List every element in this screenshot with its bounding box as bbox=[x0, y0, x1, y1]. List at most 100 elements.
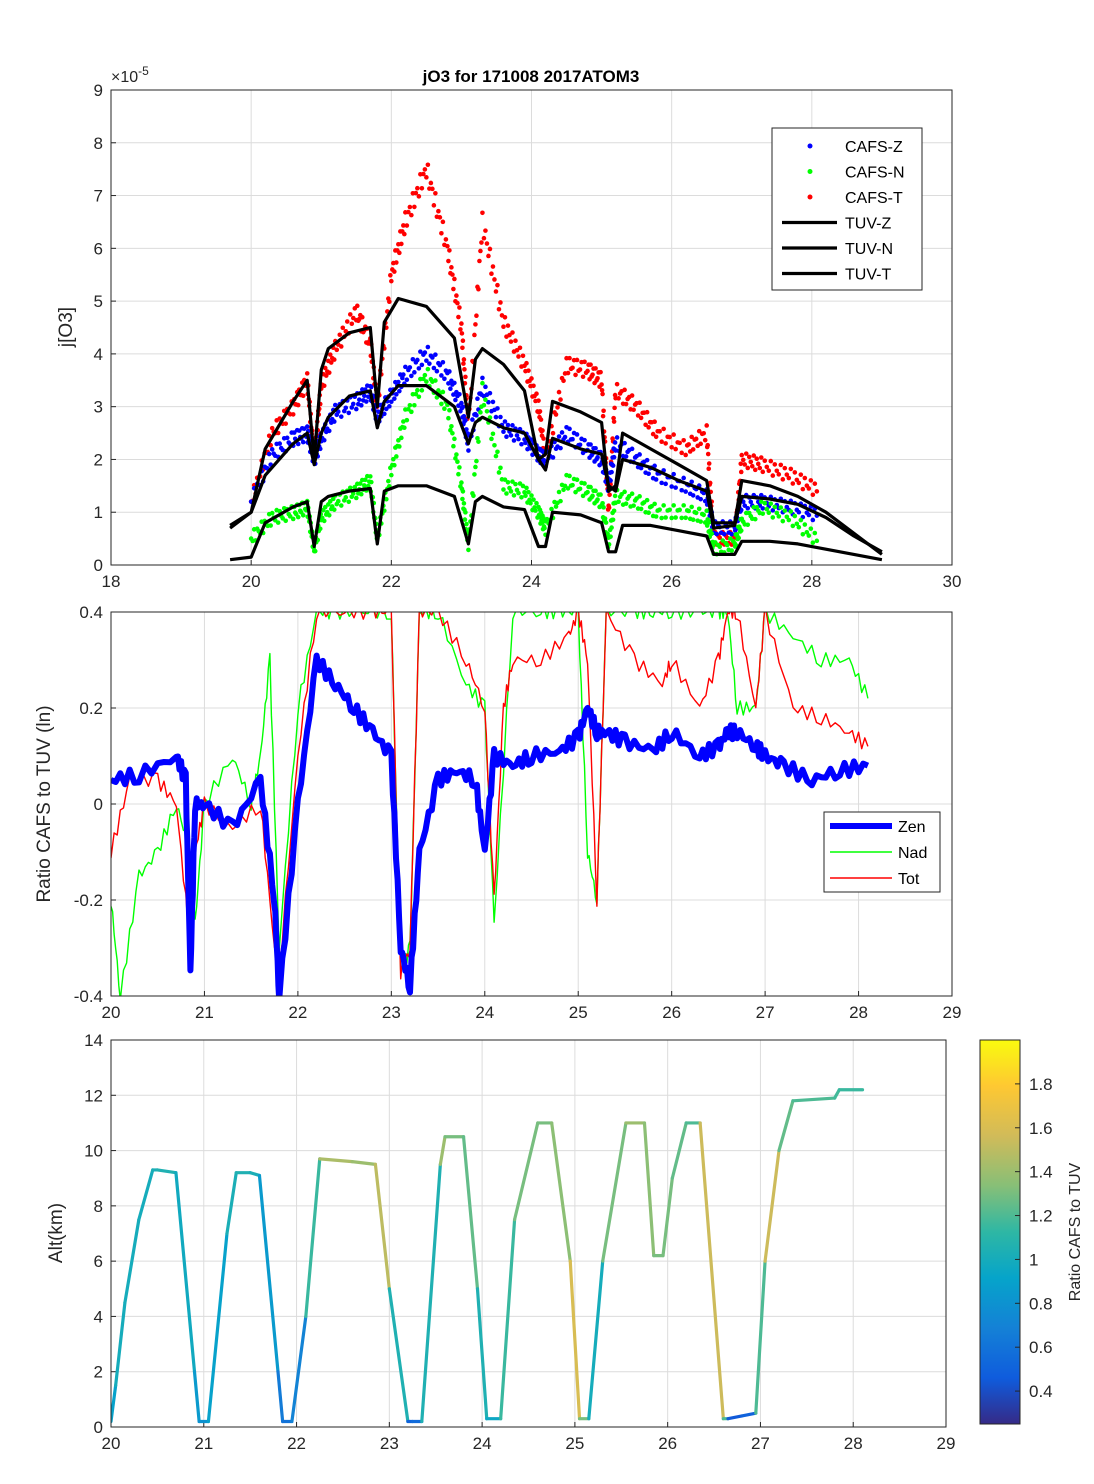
data-point-cafs-n bbox=[419, 388, 425, 393]
data-point-cafs-n bbox=[447, 407, 452, 413]
x-tick-label: 20 bbox=[102, 1434, 121, 1453]
data-point-cafs-t bbox=[681, 438, 686, 443]
data-point-cafs-n bbox=[452, 436, 457, 442]
data-point-cafs-z bbox=[475, 396, 480, 402]
altitude-segment bbox=[642, 1121, 656, 1258]
data-point-cafs-n bbox=[454, 452, 459, 457]
data-point-cafs-t bbox=[498, 300, 503, 305]
data-point-cafs-n bbox=[762, 500, 768, 506]
data-point-cafs-z bbox=[425, 344, 431, 350]
data-point-cafs-t bbox=[529, 376, 534, 381]
data-point-cafs-t bbox=[612, 405, 617, 411]
data-point-cafs-z bbox=[480, 375, 485, 381]
data-point-cafs-t bbox=[430, 186, 435, 192]
data-point-cafs-n bbox=[317, 526, 323, 532]
data-point-cafs-n bbox=[464, 521, 469, 527]
data-point-cafs-n bbox=[669, 515, 674, 521]
data-point-cafs-t bbox=[565, 370, 571, 376]
data-point-cafs-n bbox=[384, 496, 389, 502]
data-point-cafs-n bbox=[511, 493, 517, 498]
y-tick-label: 3 bbox=[94, 398, 103, 417]
data-point-cafs-z bbox=[516, 436, 521, 442]
legend-label: CAFS-Z bbox=[845, 139, 903, 156]
data-point-cafs-z bbox=[269, 447, 275, 452]
data-point-cafs-t bbox=[574, 357, 580, 363]
data-point-cafs-z bbox=[742, 503, 748, 508]
data-point-cafs-t bbox=[459, 331, 465, 336]
data-point-cafs-t bbox=[600, 413, 606, 419]
data-point-cafs-n bbox=[553, 504, 559, 509]
data-point-cafs-n bbox=[501, 487, 506, 492]
data-point-cafs-t bbox=[439, 231, 444, 236]
data-point-cafs-t bbox=[462, 367, 467, 372]
data-point-cafs-n bbox=[693, 510, 699, 516]
x-tick-label: 24 bbox=[475, 1003, 494, 1022]
x-tick-label: 24 bbox=[473, 1434, 492, 1453]
data-point-cafs-t bbox=[526, 368, 531, 373]
data-point-cafs-n bbox=[399, 435, 404, 441]
altitude-segment bbox=[373, 1162, 391, 1291]
data-point-cafs-n bbox=[459, 480, 464, 485]
data-point-cafs-t bbox=[300, 393, 306, 399]
data-point-cafs-n bbox=[608, 534, 613, 539]
colorbar-tick-label: 0.4 bbox=[1029, 1382, 1053, 1401]
data-point-cafs-n bbox=[402, 425, 407, 431]
altitude-segment bbox=[174, 1171, 197, 1374]
data-point-cafs-z bbox=[608, 478, 613, 483]
data-point-cafs-t bbox=[269, 425, 275, 431]
data-point-cafs-t bbox=[812, 481, 818, 486]
data-point-cafs-n bbox=[489, 436, 494, 442]
data-point-cafs-t bbox=[558, 397, 563, 402]
altitude-segment bbox=[318, 1157, 354, 1164]
data-point-cafs-n bbox=[368, 474, 373, 479]
data-point-cafs-n bbox=[794, 521, 800, 527]
data-point-cafs-n bbox=[580, 493, 586, 499]
data-point-cafs-t bbox=[266, 433, 272, 439]
data-point-cafs-t bbox=[766, 468, 772, 473]
data-point-cafs-n bbox=[534, 500, 539, 506]
data-point-cafs-n bbox=[424, 379, 429, 384]
data-point-cafs-t bbox=[760, 469, 766, 475]
data-point-cafs-t bbox=[623, 401, 629, 407]
data-point-cafs-t bbox=[449, 265, 454, 270]
data-point-cafs-n bbox=[629, 491, 635, 497]
data-point-cafs-z bbox=[461, 413, 467, 419]
data-point-cafs-t bbox=[663, 441, 668, 446]
data-point-cafs-z bbox=[430, 355, 435, 360]
y-axis-label: Ratio CAFS to TUV (ln) bbox=[34, 705, 55, 902]
data-point-cafs-z bbox=[810, 517, 816, 523]
data-point-cafs-t bbox=[550, 430, 556, 436]
data-point-cafs-t bbox=[784, 472, 790, 477]
data-point-cafs-n bbox=[446, 415, 451, 421]
data-point-cafs-n bbox=[603, 520, 609, 525]
data-point-cafs-t bbox=[421, 171, 426, 177]
data-point-cafs-n bbox=[498, 465, 503, 471]
data-point-cafs-t bbox=[392, 269, 397, 274]
data-point-cafs-t bbox=[746, 454, 752, 460]
panel-ratio: 20 21 22 23 24 25 26 27 28 29 -0.4 -0.2 0 0.2 0.4 Rati… bbox=[34, 603, 961, 1022]
data-point-cafs-t bbox=[638, 415, 644, 421]
data-point-cafs-n bbox=[567, 473, 572, 479]
data-point-cafs-n bbox=[363, 477, 368, 483]
data-point-cafs-t bbox=[788, 466, 794, 472]
data-point-cafs-t bbox=[582, 359, 587, 365]
data-point-cafs-t bbox=[802, 475, 808, 481]
data-point-cafs-n bbox=[561, 487, 566, 493]
colorbar-ticks: 0.4 0.6 0.8 1 1.2 1.4 1.6 1.8 bbox=[1015, 1075, 1053, 1401]
y-tick-label: 6 bbox=[94, 239, 103, 258]
data-point-cafs-t bbox=[443, 237, 449, 242]
data-point-cafs-t bbox=[340, 325, 346, 331]
data-point-cafs-t bbox=[447, 248, 452, 253]
data-point-cafs-n bbox=[386, 478, 391, 484]
data-point-cafs-t bbox=[742, 462, 748, 467]
data-point-cafs-z bbox=[331, 419, 337, 424]
series-line-tuv-n bbox=[229, 484, 883, 562]
data-point-cafs-z bbox=[681, 475, 686, 481]
data-point-cafs-t bbox=[770, 473, 776, 478]
data-point-cafs-n bbox=[638, 506, 644, 512]
y-tick-label: 0 bbox=[94, 556, 103, 575]
data-point-cafs-t bbox=[501, 324, 506, 330]
data-point-cafs-z bbox=[434, 368, 440, 374]
x-tick-label: 21 bbox=[195, 1003, 214, 1022]
